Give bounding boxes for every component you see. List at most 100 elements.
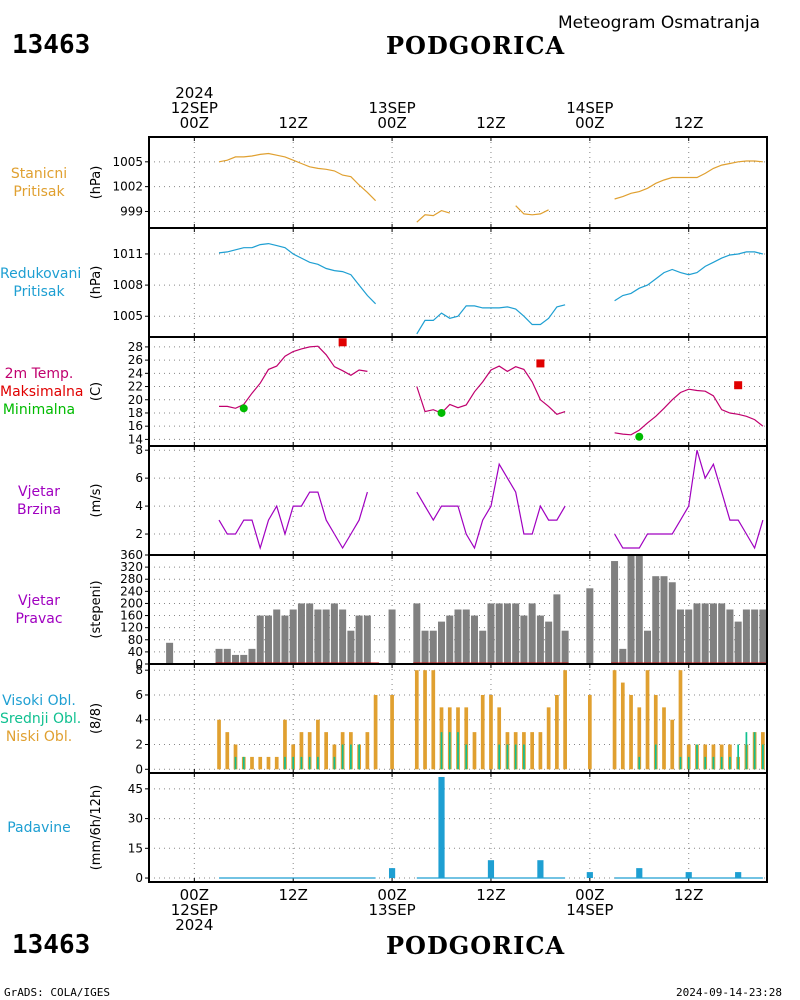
panel-label-line: Pritisak — [13, 283, 65, 300]
wind-direction-bar — [429, 630, 437, 664]
cloud-low-bar — [612, 670, 617, 770]
wind-direction-bar — [734, 621, 742, 664]
cloud-mid-bar — [506, 744, 509, 770]
wind-direction-bar — [413, 603, 421, 664]
wind-speed-ytick-label: 6 — [135, 471, 143, 485]
wind-direction-bar — [520, 615, 528, 664]
cloud-mid-bar — [638, 756, 641, 770]
wind-direction-bar — [561, 630, 569, 664]
wind-direction-bar — [619, 648, 627, 664]
panel-label-temperature: 2m Temp. Maksimalna Minimalna — [0, 365, 84, 419]
tmin-marker — [437, 408, 446, 417]
panel-label-precipitation: Padavine — [0, 819, 78, 837]
precipitation-ytick-label: 0 — [135, 871, 143, 885]
wind-direction-bar — [479, 630, 487, 664]
cloud-low-bar — [530, 732, 535, 770]
reduced-pressure-ytick-label: 1008 — [112, 278, 143, 292]
cloud-mid-bar — [341, 744, 344, 770]
panel-frame — [148, 136, 768, 229]
cloud-mid-bar — [696, 744, 698, 770]
top-time-label: 13SEP 00Z — [352, 101, 432, 131]
wind-direction-bar — [495, 603, 503, 664]
reduced-pressure-ytick-label: 1011 — [112, 247, 143, 261]
cloud-mid-bar — [687, 756, 690, 770]
wind-direction-bar — [215, 648, 223, 664]
wind-direction-bar — [297, 603, 305, 664]
panel-frame — [148, 772, 768, 883]
cloud-mid-bar — [704, 756, 707, 770]
bottom-time-label-line: 13SEP — [368, 901, 416, 919]
panel-label-line: Pritisak — [13, 183, 65, 200]
cloud-low-bar — [587, 694, 592, 770]
cloud-low-bar — [225, 732, 230, 770]
wind-direction-bar — [339, 609, 347, 664]
wind-direction-bar — [232, 654, 240, 664]
top-time-label: 2024 12SEP 00Z — [154, 86, 234, 131]
cloud-low-bar — [299, 732, 304, 770]
bottom-time-label-line: 12SEP — [170, 901, 218, 919]
panel-unit-label: (mm/6h/12h) — [89, 785, 104, 871]
station-pressure-series-line — [614, 160, 763, 200]
precipitation-bar — [735, 872, 742, 879]
panel-label-line: Minimalna — [2, 401, 76, 418]
cloud-mid-bar — [523, 744, 525, 770]
panel-unit-label: (stepeni) — [89, 580, 104, 638]
bottom-time-label-line: 12Z — [476, 886, 506, 904]
cloud-low-bar — [472, 732, 477, 770]
wind-speed-series-line — [218, 491, 368, 551]
cloud-mid-bar — [465, 744, 468, 770]
panel-label-reduced-pressure: Redukovani Pritisak — [0, 265, 81, 301]
cloud-cover-ytick-label: 2 — [135, 738, 143, 752]
top-time-label-line: 00Z — [575, 114, 605, 132]
wind-direction-bar — [586, 588, 594, 664]
footer-credit: GrADS: COLA/IGES — [4, 986, 110, 999]
cloud-mid-bar — [737, 744, 740, 770]
wind-direction-bar — [264, 615, 272, 664]
top-time-label: 12Z — [253, 116, 333, 131]
cloud-low-bar — [266, 756, 271, 770]
top-time-label: 12Z — [649, 116, 729, 131]
cloud-mid-bar — [350, 744, 352, 770]
temperature-ytick-label: 26 — [128, 353, 143, 367]
panel-unit-label: (C) — [89, 382, 104, 401]
wind-direction-bar — [635, 555, 643, 664]
panel-frame — [148, 336, 768, 447]
cloud-mid-bar — [300, 756, 303, 770]
cloud-low-bar — [678, 670, 683, 770]
wind-direction-ytick-label: 200 — [120, 596, 143, 610]
reduced-pressure-series-line — [218, 242, 377, 305]
cloud-low-bar — [546, 707, 551, 770]
station-pressure-series-line — [416, 209, 450, 223]
wind-direction-bar — [759, 609, 767, 664]
cloud-low-bar — [373, 694, 378, 770]
wind-speed-ytick-label: 8 — [135, 443, 143, 457]
wind-direction-bar — [363, 615, 371, 664]
wind-speed-ytick-label: 4 — [135, 499, 143, 513]
cloud-low-bar — [307, 732, 312, 770]
station-pressure-ytick-label: 1005 — [112, 155, 143, 169]
cloud-mid-bar — [762, 744, 764, 770]
top-time-label-line: 13SEP — [368, 99, 416, 117]
cloud-low-bar — [497, 707, 502, 770]
top-time-label-line: 12Z — [278, 114, 308, 132]
station-id-top: 13463 — [12, 30, 91, 60]
cloud-low-bar — [538, 732, 543, 770]
cloud-low-bar — [464, 707, 469, 770]
wind-speed-ytick-label: 2 — [135, 527, 143, 541]
precipitation-ytick-label: 15 — [128, 841, 143, 855]
cloud-mid-bar — [284, 756, 286, 770]
wind-direction-bar — [223, 648, 231, 664]
tmin-marker — [635, 432, 644, 441]
cloud-low-bar — [620, 682, 625, 770]
station-pressure-series-line — [515, 205, 549, 216]
panel-unit-label: (m/s) — [89, 484, 104, 518]
wind-direction-ytick-label: 280 — [120, 572, 143, 586]
wind-direction-bar — [438, 621, 446, 664]
cloud-mid-bar — [514, 744, 517, 770]
cloud-mid-bar — [333, 756, 336, 770]
cloud-low-bar — [274, 756, 279, 770]
wind-direction-bar — [248, 648, 256, 664]
bottom-time-label-line: 00Z — [575, 886, 605, 904]
wind-direction-bar — [611, 561, 619, 664]
